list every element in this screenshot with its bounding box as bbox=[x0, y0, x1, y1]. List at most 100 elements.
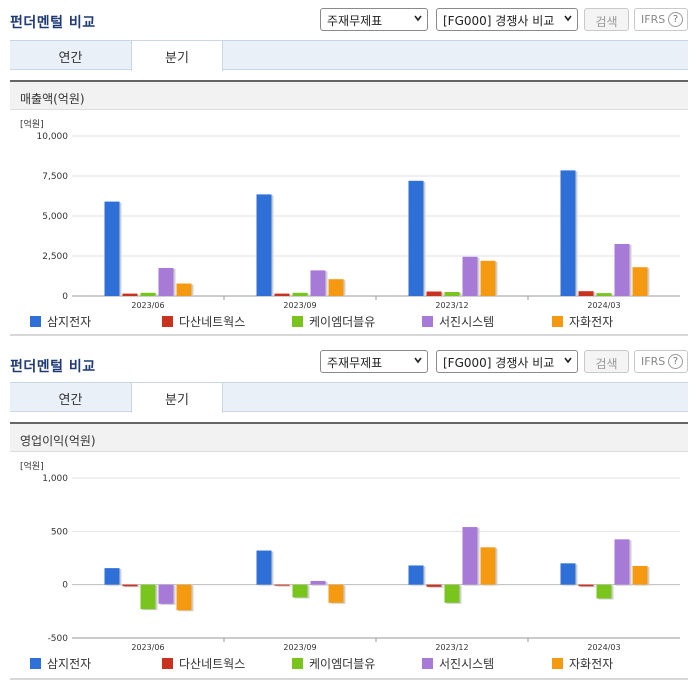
legend-swatch bbox=[422, 658, 433, 669]
bar bbox=[176, 283, 192, 296]
tab-quarterly[interactable]: 분기 bbox=[131, 383, 223, 413]
bar bbox=[140, 584, 156, 610]
chart-legend: 삼지전자 다산네트웍스 케이엠더블유 서진시스템 자화전자 bbox=[0, 655, 696, 671]
y-tick-label: 10,000 bbox=[37, 132, 69, 142]
bar bbox=[158, 584, 174, 604]
period-tabs: 연간 분기 bbox=[10, 40, 688, 71]
bar bbox=[292, 292, 308, 296]
bar bbox=[256, 194, 272, 296]
bar bbox=[408, 180, 424, 296]
period-tabs: 연간 분기 bbox=[10, 382, 688, 413]
panel-header: 펀더멘털 비교 주재무제표 [FG000] 경쟁사 비교 검색 IFRS ? bbox=[0, 342, 696, 376]
legend-label: 다산네트웍스 bbox=[179, 315, 246, 329]
legend-item[interactable]: 다산네트웍스 bbox=[162, 655, 245, 672]
legend-swatch bbox=[162, 316, 173, 327]
peer-group-select[interactable]: [FG000] 경쟁사 비교 bbox=[436, 8, 578, 31]
bar bbox=[632, 267, 648, 296]
legend-label: 서진시스템 bbox=[439, 315, 495, 329]
fundamental-panel-2: 펀더멘털 비교 주재무제표 [FG000] 경쟁사 비교 검색 IFRS ? 연… bbox=[0, 342, 696, 684]
ifrs-help-button[interactable]: IFRS ? bbox=[634, 8, 688, 31]
statement-type-value: 주재무제표 bbox=[327, 14, 383, 28]
tab-annual[interactable]: 연간 bbox=[58, 393, 83, 408]
legend-item[interactable]: 자화전자 bbox=[552, 655, 613, 672]
bar bbox=[408, 565, 424, 585]
peer-group-value: [FG000] 경쟁사 비교 bbox=[443, 14, 555, 28]
y-tick-label: 1,000 bbox=[42, 474, 68, 484]
legend-item[interactable]: 케이엠더블유 bbox=[292, 655, 375, 672]
bar bbox=[462, 256, 478, 296]
tab-quarterly[interactable]: 분기 bbox=[131, 41, 223, 71]
legend-swatch bbox=[422, 316, 433, 327]
help-icon: ? bbox=[668, 354, 683, 369]
bar bbox=[274, 293, 290, 296]
legend-label: 케이엠더블유 bbox=[309, 315, 376, 329]
bar bbox=[310, 270, 326, 296]
bar bbox=[560, 170, 576, 296]
y-tick-label: 2,500 bbox=[42, 252, 68, 262]
legend-label: 다산네트웍스 bbox=[179, 657, 246, 671]
bar bbox=[578, 291, 594, 296]
legend-item[interactable]: 케이엠더블유 bbox=[292, 313, 375, 330]
y-tick-label: -500 bbox=[48, 634, 69, 644]
legend-swatch bbox=[552, 316, 563, 327]
legend-swatch bbox=[162, 658, 173, 669]
page-title: 펀더멘털 비교 bbox=[10, 359, 96, 375]
ifrs-help-button[interactable]: IFRS ? bbox=[634, 350, 688, 373]
bar-shadow bbox=[124, 585, 140, 588]
statement-type-select[interactable]: 주재무제표 bbox=[320, 350, 428, 373]
statement-type-value: 주재무제표 bbox=[327, 356, 383, 370]
bar bbox=[328, 584, 344, 603]
unit-label: [억원] bbox=[20, 120, 44, 130]
x-tick-label: 2023/12 bbox=[435, 643, 468, 652]
legend-item[interactable]: 다산네트웍스 bbox=[162, 313, 245, 330]
legend-swatch bbox=[292, 316, 303, 327]
bar bbox=[256, 550, 272, 585]
bar bbox=[292, 584, 308, 598]
peer-group-select[interactable]: [FG000] 경쟁사 비교 bbox=[436, 350, 578, 373]
y-tick-label: 0 bbox=[62, 292, 68, 302]
bar bbox=[158, 268, 174, 296]
search-button[interactable]: 검색 bbox=[584, 350, 629, 373]
x-tick-label: 2023/12 bbox=[435, 301, 468, 310]
bar bbox=[614, 539, 630, 585]
bar bbox=[578, 584, 594, 587]
legend-item[interactable]: 삼지전자 bbox=[30, 313, 91, 330]
bar bbox=[274, 584, 290, 586]
bar bbox=[462, 527, 478, 585]
bar bbox=[122, 293, 138, 296]
bar bbox=[596, 293, 612, 296]
legend-label: 자화전자 bbox=[569, 315, 614, 329]
x-tick-label: 2023/06 bbox=[131, 301, 164, 310]
legend-label: 삼지전자 bbox=[47, 315, 92, 329]
ifrs-label: IFRS bbox=[641, 13, 666, 26]
bar bbox=[614, 244, 630, 296]
legend-item[interactable]: 삼지전자 bbox=[30, 655, 91, 672]
bar bbox=[480, 260, 496, 296]
section-title: 영업이익(억원) bbox=[10, 422, 688, 452]
bar bbox=[480, 547, 496, 585]
divider bbox=[10, 678, 688, 680]
bar bbox=[596, 584, 612, 599]
search-button[interactable]: 검색 bbox=[584, 8, 629, 31]
legend-item[interactable]: 서진시스템 bbox=[422, 313, 494, 330]
legend-item[interactable]: 서진시스템 bbox=[422, 655, 494, 672]
bar bbox=[328, 279, 344, 296]
x-tick-label: 2024/03 bbox=[587, 643, 620, 652]
x-tick-label: 2023/09 bbox=[283, 643, 316, 652]
bar bbox=[426, 291, 442, 296]
bar bbox=[444, 584, 460, 603]
x-tick-label: 2024/03 bbox=[587, 301, 620, 310]
tab-annual[interactable]: 연간 bbox=[58, 51, 83, 66]
revenue-chart: 0 2,500 5,000 7,500 10,000 2023/06 2023/09 2023… bbox=[37, 132, 680, 310]
statement-type-select[interactable]: 주재무제표 bbox=[320, 8, 428, 31]
bar bbox=[140, 292, 156, 296]
legend-item[interactable]: 자화전자 bbox=[552, 313, 613, 330]
bar bbox=[104, 201, 120, 296]
bar bbox=[310, 580, 326, 585]
bar bbox=[560, 563, 576, 585]
divider bbox=[10, 334, 688, 336]
bar-shadow bbox=[580, 585, 596, 588]
fundamental-panel-1: 펀더멘털 비교 주재무제표 [FG000] 경쟁사 비교 검색 IFRS ? 연… bbox=[10, 8, 688, 336]
bar bbox=[426, 584, 442, 587]
x-tick-label: 2023/09 bbox=[283, 301, 316, 310]
